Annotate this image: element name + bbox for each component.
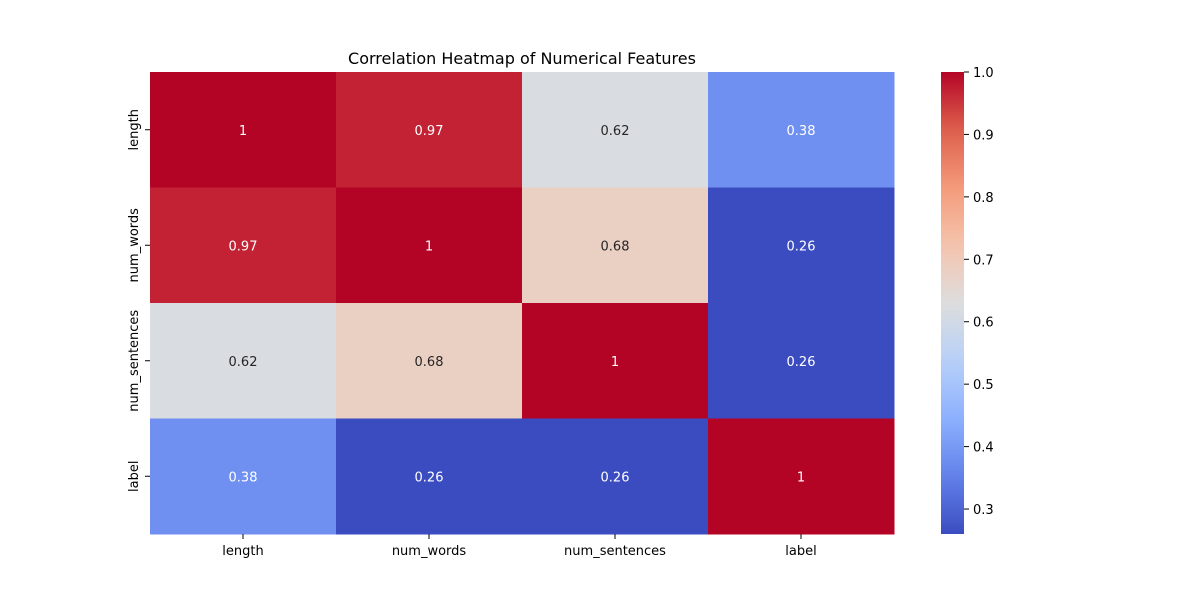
heatmap-cell bbox=[150, 187, 337, 304]
heatmap-cell bbox=[708, 72, 895, 188]
cell-value-label: 0.26 bbox=[601, 470, 630, 485]
colorbar-tick-label: 0.4 bbox=[973, 441, 994, 456]
x-axis: length num_words num_sentences label bbox=[222, 534, 817, 559]
cell-value-label: 0.26 bbox=[787, 239, 816, 254]
x-tick-label: num_words bbox=[392, 544, 467, 559]
cell-value-label: 0.68 bbox=[601, 239, 630, 254]
colorbar-tick-label: 0.9 bbox=[973, 128, 994, 143]
heatmap-cell bbox=[708, 418, 895, 535]
cell-value-label: 1 bbox=[797, 470, 805, 485]
cell-value-label: 0.38 bbox=[787, 124, 816, 139]
heatmap-cell bbox=[336, 187, 523, 304]
colorbar-tick-label: 0.6 bbox=[973, 316, 994, 331]
x-tick-label: length bbox=[222, 544, 263, 559]
cell-value-label: 0.97 bbox=[229, 239, 258, 254]
cell-value-label: 0.26 bbox=[787, 355, 816, 370]
colorbar-ticks: 0.3 0.4 0.5 0.6 0.7 0.8 0.9 1.0 bbox=[964, 66, 994, 518]
colorbar-tick-label: 0.7 bbox=[973, 253, 994, 268]
heatmap-cell bbox=[336, 303, 523, 419]
colorbar-tick-label: 0.8 bbox=[973, 191, 994, 206]
heatmap-annotations: 1 0.97 0.62 0.38 0.97 1 0.68 0.26 0.62 0.68 1 0.26 0… bbox=[229, 124, 816, 486]
heatmap-cell bbox=[708, 303, 895, 419]
cell-value-label: 0.62 bbox=[601, 124, 630, 139]
y-tick-label: label bbox=[127, 461, 142, 492]
cell-value-label: 0.38 bbox=[229, 470, 258, 485]
cell-value-label: 1 bbox=[239, 124, 247, 139]
chart-title: Correlation Heatmap of Numerical Feature… bbox=[348, 49, 696, 68]
cell-value-label: 0.97 bbox=[415, 124, 444, 139]
cell-value-label: 0.26 bbox=[415, 470, 444, 485]
colorbar-tick-label: 0.5 bbox=[973, 378, 994, 393]
cell-value-label: 1 bbox=[425, 239, 433, 254]
colorbar-tick-label: 1.0 bbox=[973, 66, 994, 81]
colorbar-tick-label: 0.3 bbox=[973, 503, 994, 518]
heatmap-cell bbox=[522, 187, 709, 304]
cell-value-label: 0.68 bbox=[415, 355, 444, 370]
y-tick-label: length bbox=[127, 109, 142, 150]
heatmap-grid bbox=[150, 72, 895, 535]
heatmap-cell bbox=[522, 72, 709, 188]
heatmap-cell bbox=[150, 72, 337, 188]
cell-value-label: 1 bbox=[611, 355, 619, 370]
heatmap-cell bbox=[150, 303, 337, 419]
heatmap-cell bbox=[336, 72, 523, 188]
y-tick-label: num_sentences bbox=[127, 310, 142, 412]
heatmap-cell bbox=[522, 418, 709, 535]
colorbar: 0.3 0.4 0.5 0.6 0.7 0.8 0.9 1.0 bbox=[941, 66, 994, 534]
heatmap-cell bbox=[708, 187, 895, 304]
x-tick-label: label bbox=[785, 544, 816, 559]
x-tick-label: num_sentences bbox=[564, 544, 666, 559]
colorbar-gradient bbox=[941, 72, 964, 534]
heatmap-cell bbox=[522, 303, 709, 419]
heatmap-cell bbox=[150, 418, 337, 535]
cell-value-label: 0.62 bbox=[229, 355, 258, 370]
heatmap-cell bbox=[336, 418, 523, 535]
y-tick-label: num_words bbox=[127, 208, 142, 283]
